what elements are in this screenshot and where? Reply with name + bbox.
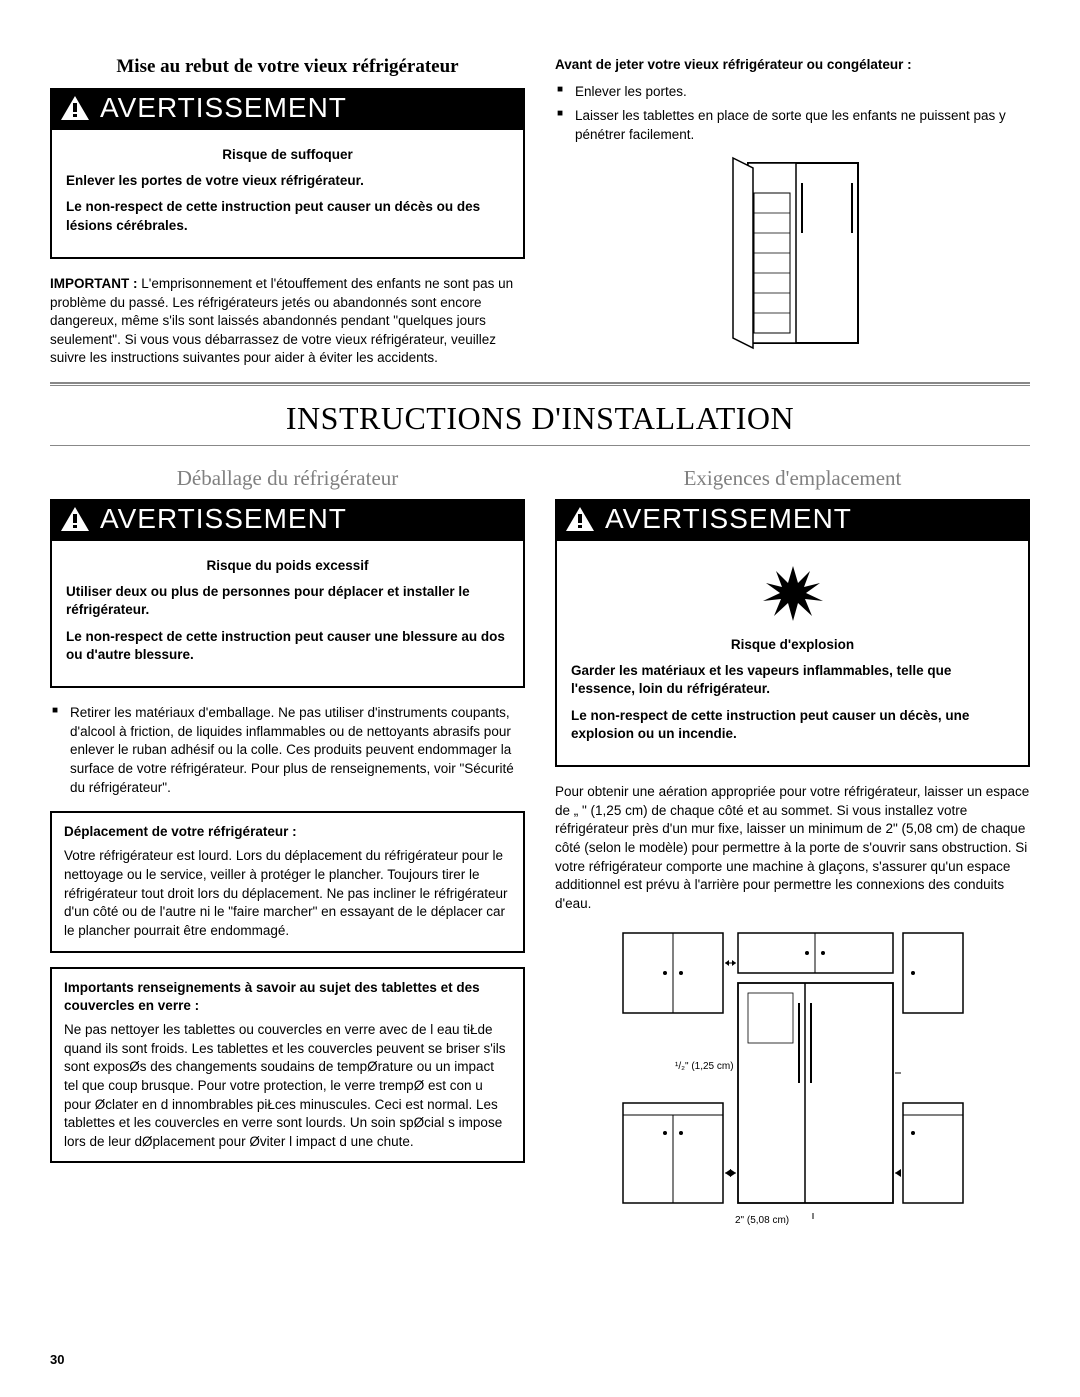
risk-title: Risque d'explosion xyxy=(571,636,1014,654)
warning-label: AVERTISSEMENT xyxy=(605,503,852,535)
risk-line1: Garder les matériaux et les vapeurs infl… xyxy=(571,662,1014,698)
important-paragraph: IMPORTANT : L'emprisonnement et l'étouff… xyxy=(50,275,525,368)
risk-line2: Le non-respect de cette instruction peut… xyxy=(66,628,509,664)
page-number: 30 xyxy=(50,1352,64,1367)
warning-banner-explosion: AVERTISSEMENT xyxy=(555,499,1030,541)
warning-label: AVERTISSEMENT xyxy=(100,503,347,535)
moving-text: Votre réfrigérateur est lourd. Lors du d… xyxy=(64,847,511,940)
warning-triangle-icon xyxy=(565,506,595,532)
section-divider-top xyxy=(50,382,1030,386)
warning-triangle-icon xyxy=(60,95,90,121)
warning-box-suffocation: Risque de suffoquer Enlever les portes d… xyxy=(50,130,525,259)
risk-line1: Enlever les portes de votre vieux réfrig… xyxy=(66,172,509,190)
risk-title: Risque du poids excessif xyxy=(66,557,509,575)
explosion-icon xyxy=(571,553,1014,632)
important-label: IMPORTANT : xyxy=(50,276,138,291)
clearance-label-1: ¹/₂" (1,25 cm) xyxy=(675,1061,734,1072)
dispose-bullets: Enlever les portes. Laisser les tablette… xyxy=(555,83,1030,145)
moving-title: Déplacement de votre réfrigérateur : xyxy=(64,823,511,841)
cabinet-illustration: ¹/₂" (1,25 cm) 2" (5,08 cm) xyxy=(555,923,1030,1228)
unpacking-bullets: Retirer les matériaux d'emballage. Ne pa… xyxy=(50,704,525,797)
risk-line2: Le non-respect de cette instruction peut… xyxy=(66,198,509,234)
risk-title: Risque de suffoquer xyxy=(66,146,509,164)
warning-banner-weight: AVERTISSEMENT xyxy=(50,499,525,541)
location-subtitle: Exigences d'emplacement xyxy=(555,466,1030,491)
warning-banner-suffocation: AVERTISSEMENT xyxy=(50,88,525,130)
unpacking-bullet-1: Retirer les matériaux d'emballage. Ne pa… xyxy=(50,704,525,797)
risk-line1: Utiliser deux ou plus de personnes pour … xyxy=(66,583,509,619)
risk-line2: Le non-respect de cette instruction peut… xyxy=(571,707,1014,743)
disposal-subtitle: Mise au rebut de votre vieux réfrigérate… xyxy=(50,56,525,78)
dispose-bullet-2: Laisser les tablettes en place de sorte … xyxy=(555,107,1030,144)
unpacking-subtitle: Déballage du réfrigérateur xyxy=(50,466,525,491)
ventilation-text: Pour obtenir une aération appropriée pou… xyxy=(555,783,1030,913)
installation-title: INSTRUCTIONS D'INSTALLATION xyxy=(50,400,1030,437)
fridge-illustration xyxy=(555,153,1030,358)
warning-box-explosion: Risque d'explosion Garder les matériaux … xyxy=(555,541,1030,767)
glass-info-box: Importants renseignements à savoir au su… xyxy=(50,967,525,1164)
dispose-bullet-1: Enlever les portes. xyxy=(555,83,1030,102)
warning-box-weight: Risque du poids excessif Utiliser deux o… xyxy=(50,541,525,688)
warning-label: AVERTISSEMENT xyxy=(100,92,347,124)
moving-info-box: Déplacement de votre réfrigérateur : Vot… xyxy=(50,811,525,952)
clearance-label-2: 2" (5,08 cm) xyxy=(735,1215,789,1226)
before-dispose-title: Avant de jeter votre vieux réfrigérateur… xyxy=(555,56,1030,75)
warning-triangle-icon xyxy=(60,506,90,532)
glass-title: Importants renseignements à savoir au su… xyxy=(64,979,511,1015)
section-divider-bottom xyxy=(50,445,1030,446)
glass-text: Ne pas nettoyer les tablettes ou couverc… xyxy=(64,1021,511,1151)
